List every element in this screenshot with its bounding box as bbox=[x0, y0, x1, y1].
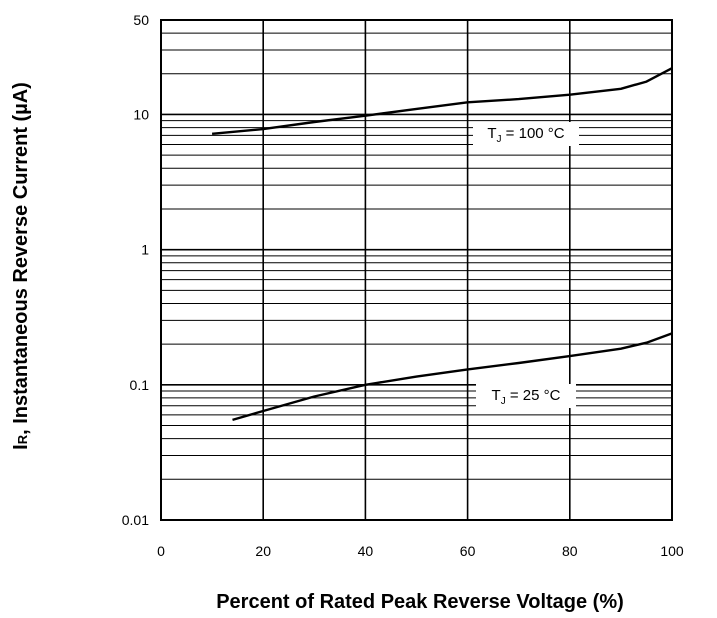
y-axis-title-rest: , Instantaneous Reverse Current (µA) bbox=[10, 82, 32, 435]
curve-tj-25c bbox=[232, 332, 673, 422]
curve-labels: TJ = 100 °C TJ = 25 °C bbox=[473, 122, 579, 408]
y-tick-label: 10 bbox=[133, 106, 149, 122]
x-tick-label: 20 bbox=[255, 543, 271, 559]
y-tick-labels: 0.01 0.1 1 10 50 bbox=[122, 12, 149, 528]
curves bbox=[211, 67, 673, 422]
y-tick-label: 50 bbox=[133, 12, 149, 28]
x-axis-title: Percent of Rated Peak Reverse Voltage (%… bbox=[216, 591, 624, 613]
y-axis-title: IR, Instantaneous Reverse Current (µA) bbox=[10, 82, 32, 450]
y-tick-label: 0.01 bbox=[122, 512, 149, 528]
plot-frame bbox=[160, 19, 673, 521]
curve-tj-100c bbox=[211, 67, 673, 135]
curve-label-tj-100c: TJ = 100 °C bbox=[473, 122, 579, 146]
x-tick-label: 40 bbox=[358, 543, 374, 559]
curve-label-background bbox=[476, 384, 576, 408]
x-tick-labels: 0 20 40 60 80 100 bbox=[157, 543, 684, 559]
curve-label-text: TJ = 100 °C bbox=[487, 125, 564, 145]
x-tick-label: 60 bbox=[460, 543, 476, 559]
x-tick-label: 80 bbox=[562, 543, 578, 559]
y-axis-title-subscript: R bbox=[15, 434, 30, 444]
y-axis-title-prefix: I bbox=[10, 444, 32, 450]
y-tick-label: 1 bbox=[141, 242, 149, 258]
curve-label-background bbox=[473, 122, 579, 146]
x-tick-label: 0 bbox=[157, 543, 165, 559]
curve-label-text: TJ = 25 °C bbox=[492, 387, 561, 407]
curve-label-tj-25c: TJ = 25 °C bbox=[476, 384, 576, 408]
grid bbox=[160, 19, 673, 521]
x-tick-label: 100 bbox=[660, 543, 684, 559]
y-tick-label: 0.1 bbox=[130, 377, 150, 393]
